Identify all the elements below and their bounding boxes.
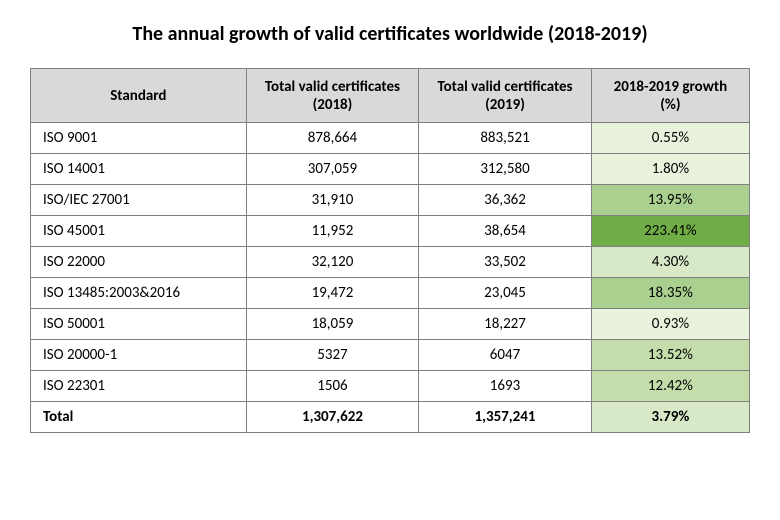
cell-standard: ISO 20000-1 (31, 340, 247, 371)
cell-2019: 23,045 (419, 278, 592, 309)
cell-2019: 1,357,241 (419, 402, 592, 433)
table-row: ISO/IEC 2700131,91036,36213.95% (31, 185, 750, 216)
table-row: ISO 4500111,95238,654223.41% (31, 216, 750, 247)
cell-2019: 312,580 (419, 154, 592, 185)
cell-2019: 33,502 (419, 247, 592, 278)
cell-2018: 18,059 (246, 309, 419, 340)
cell-growth: 12.42% (591, 371, 749, 402)
cell-standard: ISO 22000 (31, 247, 247, 278)
cell-2018: 32,120 (246, 247, 419, 278)
table-row: ISO 5000118,05918,2270.93% (31, 309, 750, 340)
table-row: ISO 223011506169312.42% (31, 371, 750, 402)
table-header-row: Standard Total valid certificates (2018)… (31, 69, 750, 123)
table-row: ISO 20000-15327604713.52% (31, 340, 750, 371)
cell-standard: ISO 22301 (31, 371, 247, 402)
col-growth: 2018-2019 growth (%) (591, 69, 749, 123)
cell-growth: 13.52% (591, 340, 749, 371)
cell-growth: 1.80% (591, 154, 749, 185)
col-2019: Total valid certificates (2019) (419, 69, 592, 123)
cell-growth: 3.79% (591, 402, 749, 433)
col-standard: Standard (31, 69, 247, 123)
table-row: ISO 13485:2003&201619,47223,04518.35% (31, 278, 750, 309)
cell-growth: 13.95% (591, 185, 749, 216)
table-row: ISO 9001878,664883,5210.55% (31, 123, 750, 154)
col-2018: Total valid certificates (2018) (246, 69, 419, 123)
cell-growth: 0.55% (591, 123, 749, 154)
cell-standard: ISO 9001 (31, 123, 247, 154)
cell-2018: 1506 (246, 371, 419, 402)
cell-2018: 31,910 (246, 185, 419, 216)
cell-standard: ISO 50001 (31, 309, 247, 340)
table-row: ISO 2200032,12033,5024.30% (31, 247, 750, 278)
cell-2018: 11,952 (246, 216, 419, 247)
cell-standard: ISO 14001 (31, 154, 247, 185)
cell-2018: 5327 (246, 340, 419, 371)
cell-2019: 18,227 (419, 309, 592, 340)
cell-2018: 19,472 (246, 278, 419, 309)
cell-2019: 38,654 (419, 216, 592, 247)
cell-2018: 1,307,622 (246, 402, 419, 433)
page-title: The annual growth of valid certificates … (30, 22, 750, 46)
cell-growth: 4.30% (591, 247, 749, 278)
cell-growth: 18.35% (591, 278, 749, 309)
cell-standard: Total (31, 402, 247, 433)
cell-growth: 0.93% (591, 309, 749, 340)
table-row: ISO 14001307,059312,5801.80% (31, 154, 750, 185)
certificates-table: Standard Total valid certificates (2018)… (30, 68, 750, 433)
table-row-total: Total1,307,6221,357,2413.79% (31, 402, 750, 433)
cell-2018: 307,059 (246, 154, 419, 185)
cell-2019: 1693 (419, 371, 592, 402)
cell-2019: 36,362 (419, 185, 592, 216)
cell-standard: ISO/IEC 27001 (31, 185, 247, 216)
cell-2019: 6047 (419, 340, 592, 371)
cell-standard: ISO 13485:2003&2016 (31, 278, 247, 309)
cell-standard: ISO 45001 (31, 216, 247, 247)
cell-2018: 878,664 (246, 123, 419, 154)
cell-growth: 223.41% (591, 216, 749, 247)
cell-2019: 883,521 (419, 123, 592, 154)
